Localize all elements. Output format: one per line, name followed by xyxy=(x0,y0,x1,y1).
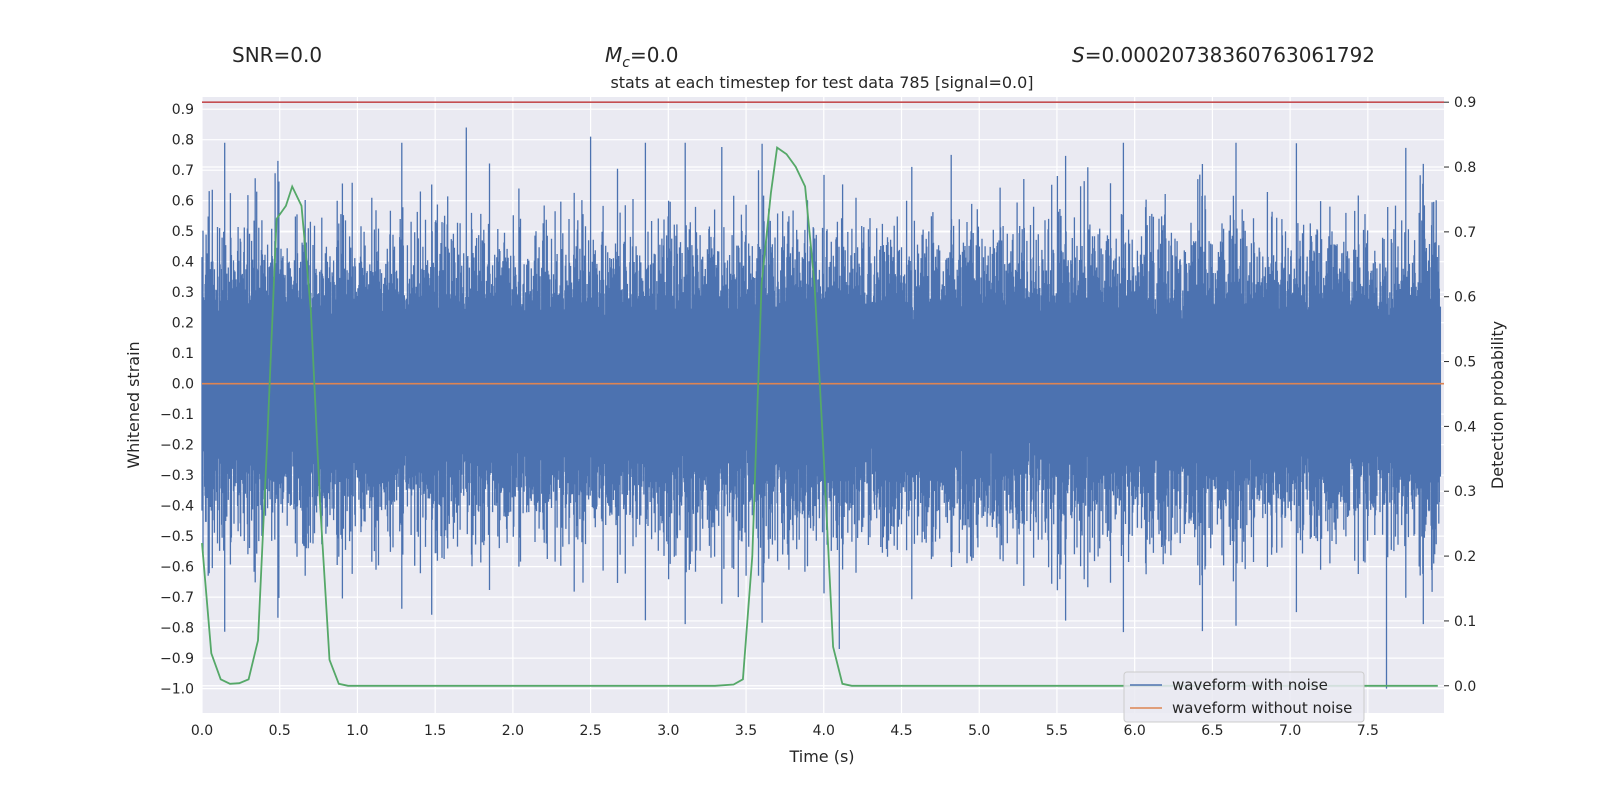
left-y-tick-label-15: −0.6 xyxy=(160,560,194,576)
x-tick-label-9: 4.5 xyxy=(890,723,912,739)
x-tick-label-7: 3.5 xyxy=(735,723,757,739)
right-y-tick-label-2: 0.7 xyxy=(1454,225,1476,241)
mc-stat: Mc=0.0 xyxy=(605,43,679,71)
legend-label-clean: waveform without noise xyxy=(1172,699,1352,717)
left-y-tick-label-4: 0.5 xyxy=(172,224,194,240)
right-y-tick-label-4: 0.5 xyxy=(1454,355,1476,371)
s-value: =0.00020738360763061792 xyxy=(1085,43,1375,67)
x-tick-label-14: 7.0 xyxy=(1279,723,1301,739)
left-y-tick-label-2: 0.7 xyxy=(172,163,194,179)
right-y-tick-label-9: 0.0 xyxy=(1454,679,1476,695)
right-y-axis-label: Detection probability xyxy=(1488,321,1507,489)
left-y-tick-label-18: −0.9 xyxy=(160,651,194,667)
left-y-tick-label-19: −1.0 xyxy=(160,682,194,698)
x-tick-label-15: 7.5 xyxy=(1357,723,1379,739)
left-y-tick-label-3: 0.6 xyxy=(172,194,194,210)
x-tick-label-0: 0.0 xyxy=(191,723,213,739)
x-tick-label-12: 6.0 xyxy=(1124,723,1146,739)
left-y-tick-label-10: −0.1 xyxy=(160,407,194,423)
left-y-tick-label-8: 0.1 xyxy=(172,346,194,362)
s-stat: S=0.00020738360763061792 xyxy=(1072,43,1375,67)
right-y-axis-ticks: 0.9 0.8 0.7 0.6 0.5 0.4 0.3 0.2 0.1 0.0 xyxy=(1444,95,1476,695)
x-tick-label-13: 6.5 xyxy=(1201,723,1223,739)
left-y-tick-label-11: −0.2 xyxy=(160,438,194,454)
left-y-tick-label-16: −0.7 xyxy=(160,590,194,606)
x-tick-label-3: 1.5 xyxy=(424,723,446,739)
snr-stat: SNR=0.0 xyxy=(232,43,322,67)
x-tick-label-4: 2.0 xyxy=(502,723,524,739)
mc-symbol: M xyxy=(605,43,622,67)
x-tick-label-10: 5.0 xyxy=(968,723,990,739)
mc-subscript: c xyxy=(622,55,630,71)
left-y-axis-ticks: 0.9 0.8 0.7 0.6 0.5 0.4 0.3 0.2 0.1 0.0 −0.1 −0.2 −0… xyxy=(160,102,194,697)
x-tick-label-8: 4.0 xyxy=(813,723,835,739)
right-y-tick-label-3: 0.6 xyxy=(1454,290,1476,306)
left-y-tick-label-14: −0.5 xyxy=(160,529,194,545)
left-y-tick-label-1: 0.8 xyxy=(172,133,194,149)
detection-probability-line xyxy=(201,146,1438,687)
chart-title: stats at each timestep for test data 785… xyxy=(610,73,1033,92)
left-y-tick-label-6: 0.3 xyxy=(172,285,194,301)
x-tick-label-1: 0.5 xyxy=(269,723,291,739)
left-y-tick-label-17: −0.8 xyxy=(160,621,194,637)
right-y-tick-label-0: 0.9 xyxy=(1454,95,1476,111)
left-y-tick-label-13: −0.4 xyxy=(160,499,194,515)
x-tick-label-5: 2.5 xyxy=(579,723,601,739)
x-tick-label-2: 1.0 xyxy=(346,723,368,739)
left-y-axis-label: Whitened strain xyxy=(124,341,143,468)
left-y-tick-label-9: 0.0 xyxy=(172,377,194,393)
left-y-tick-label-0: 0.9 xyxy=(172,102,194,118)
right-y-tick-label-1: 0.8 xyxy=(1454,160,1476,176)
right-y-tick-label-6: 0.3 xyxy=(1454,484,1476,500)
x-tick-label-6: 3.0 xyxy=(657,723,679,739)
legend-box xyxy=(1123,671,1365,723)
right-y-tick-label-8: 0.1 xyxy=(1454,614,1476,630)
right-y-tick-label-7: 0.2 xyxy=(1454,549,1476,565)
x-axis-ticks: 0.0 0.5 1.0 1.5 2.0 2.5 3.0 3.5 4.0 4.5 5.0 5.5 6.0 6… xyxy=(191,723,1379,739)
left-y-tick-label-5: 0.4 xyxy=(172,255,194,271)
legend-label-noise: waveform with noise xyxy=(1172,676,1328,694)
right-y-tick-label-5: 0.4 xyxy=(1454,419,1476,435)
left-y-tick-label-7: 0.2 xyxy=(172,316,194,332)
s-symbol: S xyxy=(1072,43,1085,67)
left-y-tick-label-12: −0.3 xyxy=(160,468,194,484)
x-axis-label: Time (s) xyxy=(788,747,854,766)
mc-value: =0.0 xyxy=(630,43,679,67)
legend: waveform with noise waveform without noi… xyxy=(1123,671,1365,723)
x-tick-label-11: 5.5 xyxy=(1046,723,1068,739)
